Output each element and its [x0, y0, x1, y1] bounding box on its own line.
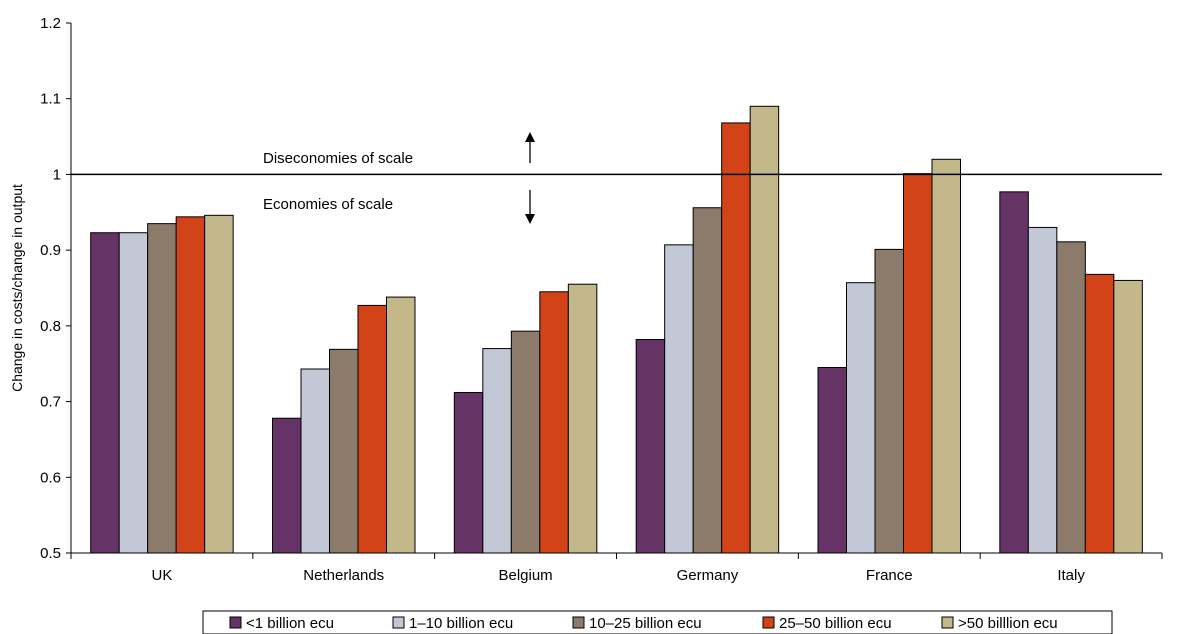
bar — [999, 191, 1029, 554]
legend-label: 25–50 billion ecu — [779, 615, 892, 632]
bar — [300, 368, 330, 554]
x-tick-label: Germany — [677, 567, 739, 584]
bar — [90, 232, 120, 554]
legend-swatch — [229, 616, 242, 629]
up-arrow-icon — [525, 132, 535, 163]
bar — [846, 282, 876, 554]
x-tick-label: UK — [151, 567, 172, 584]
x-tick-label: France — [866, 567, 913, 584]
legend-label: 1–10 billion ecu — [409, 615, 513, 632]
bar — [118, 232, 149, 554]
bar — [539, 291, 569, 554]
bar — [510, 330, 541, 554]
legend-swatch — [392, 616, 405, 629]
y-ticks: 0.5 0.6 0.7 0.8 0.9 1 1.1 1.2 — [40, 15, 71, 562]
legend-label: <1 billion ecu — [246, 615, 334, 632]
y-tick-label: 0.5 — [40, 545, 61, 562]
bars-layer — [90, 105, 1143, 554]
bar — [1084, 273, 1115, 554]
annotation-diseconomies: Diseconomies of scale — [263, 150, 413, 167]
x-tick-label: Belgium — [498, 567, 552, 584]
bar — [692, 207, 723, 554]
bar — [721, 122, 751, 554]
y-tick-label: 0.6 — [40, 469, 61, 486]
bar — [175, 216, 206, 554]
bar — [817, 367, 847, 554]
bar — [874, 248, 904, 554]
y-tick-label: 0.7 — [40, 394, 61, 411]
x-tick-label: Italy — [1057, 567, 1085, 584]
bar — [903, 173, 933, 554]
legend-label: >50 billlion ecu — [958, 615, 1058, 632]
bar — [664, 244, 694, 554]
legend-swatch — [941, 616, 954, 629]
y-tick-label: 0.9 — [40, 242, 61, 259]
legend-label: 10–25 billion ecu — [589, 615, 702, 632]
bar — [329, 348, 359, 554]
bar — [386, 296, 416, 554]
bar — [567, 283, 598, 554]
y-tick-label: 1.1 — [40, 91, 61, 108]
bar — [204, 214, 234, 554]
legend-swatch — [572, 616, 585, 629]
y-axis-label: Change in costs/change in output — [9, 184, 25, 392]
y-tick-label: 0.8 — [40, 318, 61, 335]
legend: <1 billion ecu 1–10 billion ecu 10–25 bill… — [202, 610, 1113, 634]
y-tick-label: 1 — [53, 166, 61, 183]
bar — [357, 304, 387, 554]
bar — [931, 158, 961, 554]
bar — [635, 338, 666, 554]
bar — [147, 223, 177, 554]
bar — [749, 105, 780, 554]
axes-layer — [70, 23, 1162, 554]
y-tick-label: 1.2 — [40, 15, 61, 32]
bar — [453, 391, 484, 554]
x-tick-label: Netherlands — [303, 567, 384, 584]
legend-swatch — [762, 616, 775, 629]
bar — [1056, 241, 1086, 554]
bar — [272, 417, 302, 554]
annotation-economies: Economies of scale — [263, 196, 393, 213]
x-ticks: UK Netherlands Belgium Germany France Italy — [70, 553, 1163, 584]
bar — [482, 348, 512, 554]
bar — [1113, 279, 1143, 554]
legend-box — [202, 610, 1113, 634]
bar — [1027, 226, 1058, 554]
down-arrow-icon — [525, 190, 535, 224]
